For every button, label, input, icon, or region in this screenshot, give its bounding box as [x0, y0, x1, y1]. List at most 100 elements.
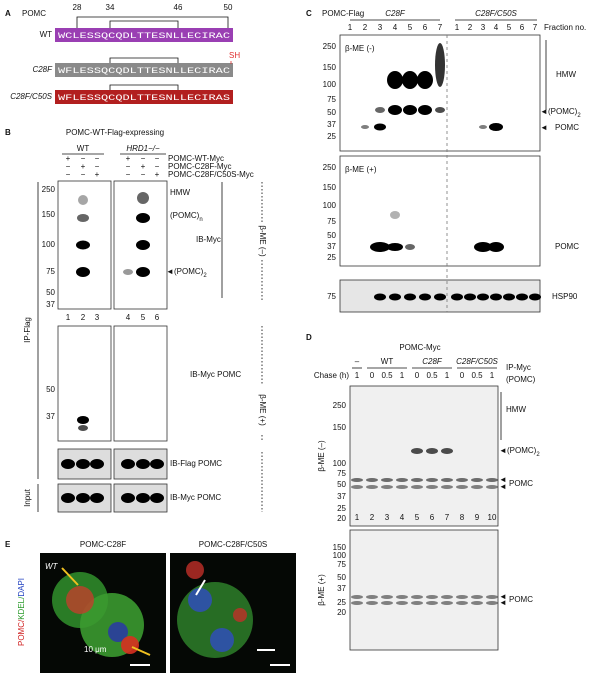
- blot-band: [381, 601, 393, 605]
- annotation: (POMC): [506, 375, 536, 384]
- lane-number: 1: [355, 513, 360, 522]
- blot-band: [366, 595, 378, 599]
- blot-band: [411, 485, 423, 489]
- sign: +: [95, 170, 100, 179]
- blot-band: [78, 425, 88, 431]
- panel-letter: D: [306, 333, 312, 342]
- blot-band: [121, 459, 135, 469]
- disulfide-bracket: [109, 84, 179, 90]
- blot-band: [136, 493, 150, 503]
- disulfide-bracket: [109, 57, 179, 63]
- sequence-bar: [55, 63, 233, 77]
- blot-band: [381, 595, 393, 599]
- image-title: POMC-C28F/C50S: [199, 540, 267, 549]
- sign: −: [81, 154, 86, 163]
- fraction-number: 6: [520, 23, 525, 32]
- blot-band: [426, 595, 438, 599]
- annotation: POMC: [509, 479, 533, 488]
- fraction-number: 2: [468, 23, 473, 32]
- blot-band: [426, 448, 438, 454]
- mw-marker: 37: [327, 120, 336, 129]
- blot-band: [411, 601, 423, 605]
- fraction-number: 5: [507, 23, 512, 32]
- arrow: ◄: [540, 123, 548, 132]
- mw-marker: 37: [337, 492, 346, 501]
- blot-band: [411, 448, 423, 454]
- annotation: Input: [23, 488, 32, 507]
- mw-marker: 75: [337, 560, 346, 569]
- mw-marker: 150: [333, 423, 347, 432]
- blot-band: [381, 485, 393, 489]
- cell: [210, 628, 234, 652]
- arrow: ◄: [499, 475, 507, 484]
- lane-number: 7: [445, 513, 450, 522]
- blot-band: [77, 416, 89, 424]
- sign: −: [155, 162, 160, 171]
- sequence-bar: [55, 90, 233, 104]
- mw-marker: 37: [327, 242, 336, 251]
- group-label: –: [355, 357, 360, 366]
- mw-marker: 25: [327, 253, 336, 262]
- blot-band: [404, 293, 416, 301]
- blot-band: [61, 493, 75, 503]
- lane-number: 3: [385, 513, 390, 522]
- blot-band: [90, 493, 104, 503]
- annotation: (POMC)2: [174, 267, 207, 278]
- blot-band: [441, 595, 453, 599]
- blot-band: [474, 242, 492, 252]
- blot-band: [434, 293, 446, 301]
- mw-marker: 25: [337, 504, 346, 513]
- mw-marker: 50: [46, 288, 55, 297]
- annotation: β-ME (–): [317, 440, 326, 472]
- scale-label: 10 μm: [84, 645, 107, 654]
- lane-number: 2: [370, 513, 375, 522]
- disulfide-bracket: [76, 16, 229, 28]
- blot-band: [516, 293, 528, 301]
- lane-number: 5: [415, 513, 420, 522]
- sequence-bar: [55, 28, 233, 42]
- blot-band: [396, 595, 408, 599]
- annotation: HMW: [556, 70, 576, 79]
- sign: +: [155, 170, 160, 179]
- sign: −: [141, 154, 146, 163]
- subscript: n: [199, 217, 202, 223]
- mw-marker: 75: [337, 469, 346, 478]
- blot-band: [529, 293, 541, 301]
- blot-band: [396, 485, 408, 489]
- blot-band: [366, 601, 378, 605]
- annotation: POMC: [509, 595, 533, 604]
- panel-letter: B: [5, 128, 11, 137]
- blot-band: [136, 240, 150, 250]
- blot-band: [396, 601, 408, 605]
- lane-number: 6: [430, 513, 435, 522]
- annotation: (POMC)n: [170, 211, 203, 222]
- blot-band: [435, 43, 445, 87]
- mw-marker: 25: [337, 598, 346, 607]
- chase-time: 0.5: [426, 371, 438, 380]
- lane-number: 1: [66, 313, 71, 322]
- blot-band: [123, 269, 133, 275]
- fraction-number: 7: [438, 23, 443, 32]
- panel-title: POMC-Flag: [322, 9, 364, 18]
- annotation: IB-Myc POMC: [170, 493, 221, 502]
- lane-number: 5: [141, 313, 146, 322]
- chase-time: 1: [400, 371, 405, 380]
- cell: [121, 636, 139, 654]
- stain-part: DAPI: [17, 578, 26, 597]
- blot-band: [351, 595, 363, 599]
- sign: −: [126, 162, 131, 171]
- sign: −: [95, 154, 100, 163]
- sequence: WCLESSQCQDLTTESNLLECIRAC: [58, 32, 230, 41]
- group-label: HRD1−/−: [126, 144, 160, 153]
- annotation: Chase (h): [314, 371, 349, 380]
- annotation: HSP90: [552, 292, 578, 301]
- blot: [349, 385, 499, 527]
- chase-time: 1: [445, 371, 450, 380]
- fraction-number: 3: [481, 23, 486, 32]
- annotation: (POMC)2: [507, 446, 540, 457]
- blot-band: [411, 478, 423, 482]
- cell: [188, 588, 212, 612]
- blot-band: [426, 485, 438, 489]
- blot-band: [456, 478, 468, 482]
- blot-band: [441, 478, 453, 482]
